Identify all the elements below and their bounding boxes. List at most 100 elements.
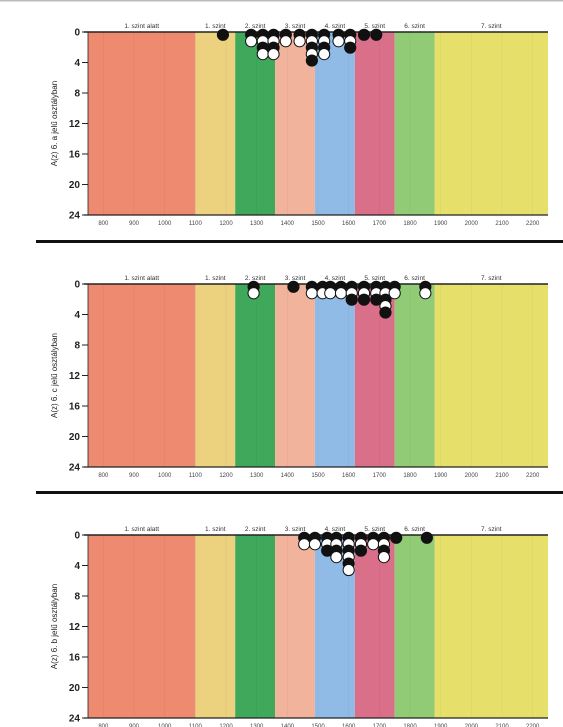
x-tick-label: 1700 [373, 221, 387, 227]
data-point [379, 306, 392, 319]
level-band [354, 535, 395, 718]
level-label: 7. szint [481, 275, 502, 282]
x-tick-label: 2100 [495, 724, 509, 727]
data-point [267, 48, 280, 61]
x-tick-label: 1300 [250, 724, 264, 727]
level-band [354, 32, 395, 215]
level-label: 1. szint alatt [124, 23, 159, 30]
y-tick-label: 24 [69, 211, 81, 222]
level-band [394, 535, 435, 718]
x-tick-label: 1700 [373, 724, 387, 727]
level-label: 4. szint [325, 23, 346, 30]
x-tick-label: 800 [98, 221, 109, 227]
data-point [342, 563, 355, 577]
panels: 1. szint alatt 1. szint 2. szint 3. szint 4.… [50, 23, 548, 727]
level-label: 3. szint [285, 275, 306, 282]
data-point [419, 287, 432, 300]
data-point [357, 293, 371, 306]
x-tick-label: 1200 [219, 473, 233, 479]
data-point [357, 28, 371, 41]
y-tick-label: 24 [69, 463, 81, 474]
separator-line-2 [36, 491, 563, 494]
level-label: 1. szint alatt [124, 526, 159, 533]
y-tick-label: 16 [69, 150, 81, 161]
x-tick-label: 1200 [219, 724, 233, 727]
y-tick-label: 20 [69, 432, 81, 443]
data-point [298, 538, 311, 551]
x-tick-label: 1000 [158, 221, 172, 227]
level-band [434, 535, 548, 718]
data-point [305, 287, 318, 300]
level-band [394, 32, 435, 215]
level-label: 2. szint [245, 526, 266, 533]
y-tick-label: 20 [69, 180, 81, 191]
chart-panel: 1. szint alatt 1. szint 2. szint 3. szint 4.… [50, 526, 548, 727]
y-tick-label: 0 [74, 280, 80, 291]
level-label: 6. szint [404, 23, 425, 30]
level-band [195, 284, 236, 467]
x-tick-label: 1000 [158, 473, 172, 479]
data-point [330, 551, 343, 564]
level-band [434, 284, 548, 467]
level-label: 3. szint [285, 23, 306, 30]
x-tick-label: 2000 [465, 221, 479, 227]
x-tick-label: 1600 [342, 724, 356, 727]
chart-panel: 1. szint alatt 1. szint 2. szint 3. szint 4.… [50, 23, 548, 227]
level-label: 1. szint [205, 526, 226, 533]
level-band [314, 284, 355, 467]
level-label: 3. szint [285, 526, 306, 533]
y-axis-label: A(z) 6. c jelű osztályban [50, 333, 59, 418]
x-tick-label: 800 [98, 724, 109, 727]
data-point [279, 35, 292, 48]
y-tick-label: 16 [69, 402, 81, 413]
data-point [344, 41, 357, 54]
level-band [394, 284, 435, 467]
y-axis-label: A(z) 6. b jelű osztályban [50, 584, 59, 669]
x-tick-label: 1300 [250, 473, 264, 479]
data-point [308, 538, 322, 551]
y-tick-label: 0 [74, 531, 80, 542]
level-label: 4. szint [325, 275, 346, 282]
y-tick-label: 0 [74, 28, 80, 39]
level-band [88, 535, 196, 718]
level-band [314, 32, 355, 215]
x-tick-label: 2000 [465, 473, 479, 479]
level-label: 1. szint alatt [124, 275, 159, 282]
data-point [388, 287, 401, 300]
level-label: 6. szint [404, 275, 425, 282]
y-tick-label: 12 [69, 622, 81, 633]
level-band [88, 32, 196, 215]
x-tick-label: 1100 [189, 473, 203, 479]
x-tick-label: 900 [129, 724, 140, 727]
data-point [245, 35, 258, 48]
y-tick-label: 24 [69, 714, 81, 725]
data-point [390, 531, 403, 544]
level-band [434, 32, 548, 215]
x-tick-label: 1100 [189, 221, 203, 227]
level-band [195, 535, 236, 718]
y-axis-label: A(z) 6. a jelű osztályban [50, 81, 59, 166]
level-label: 7. szint [481, 526, 502, 533]
level-label: 2. szint [245, 275, 266, 282]
data-point [324, 287, 337, 300]
x-tick-label: 1800 [403, 724, 417, 727]
x-tick-label: 1500 [311, 221, 325, 227]
data-point [370, 28, 383, 41]
y-tick-label: 4 [74, 310, 80, 321]
y-tick-label: 20 [69, 683, 81, 694]
y-tick-label: 12 [69, 371, 81, 382]
x-tick-label: 900 [129, 473, 140, 479]
level-band [275, 284, 315, 467]
y-tick-label: 16 [69, 653, 81, 664]
level-label: 7. szint [481, 23, 502, 30]
x-tick-label: 1700 [373, 473, 387, 479]
y-tick-label: 8 [74, 592, 80, 603]
x-tick-label: 1100 [189, 724, 203, 727]
x-tick-label: 1500 [311, 473, 325, 479]
data-point [420, 531, 433, 544]
x-tick-label: 1900 [434, 221, 448, 227]
x-tick-label: 800 [98, 473, 109, 479]
y-tick-label: 12 [69, 119, 81, 130]
x-tick-label: 1900 [434, 724, 448, 727]
